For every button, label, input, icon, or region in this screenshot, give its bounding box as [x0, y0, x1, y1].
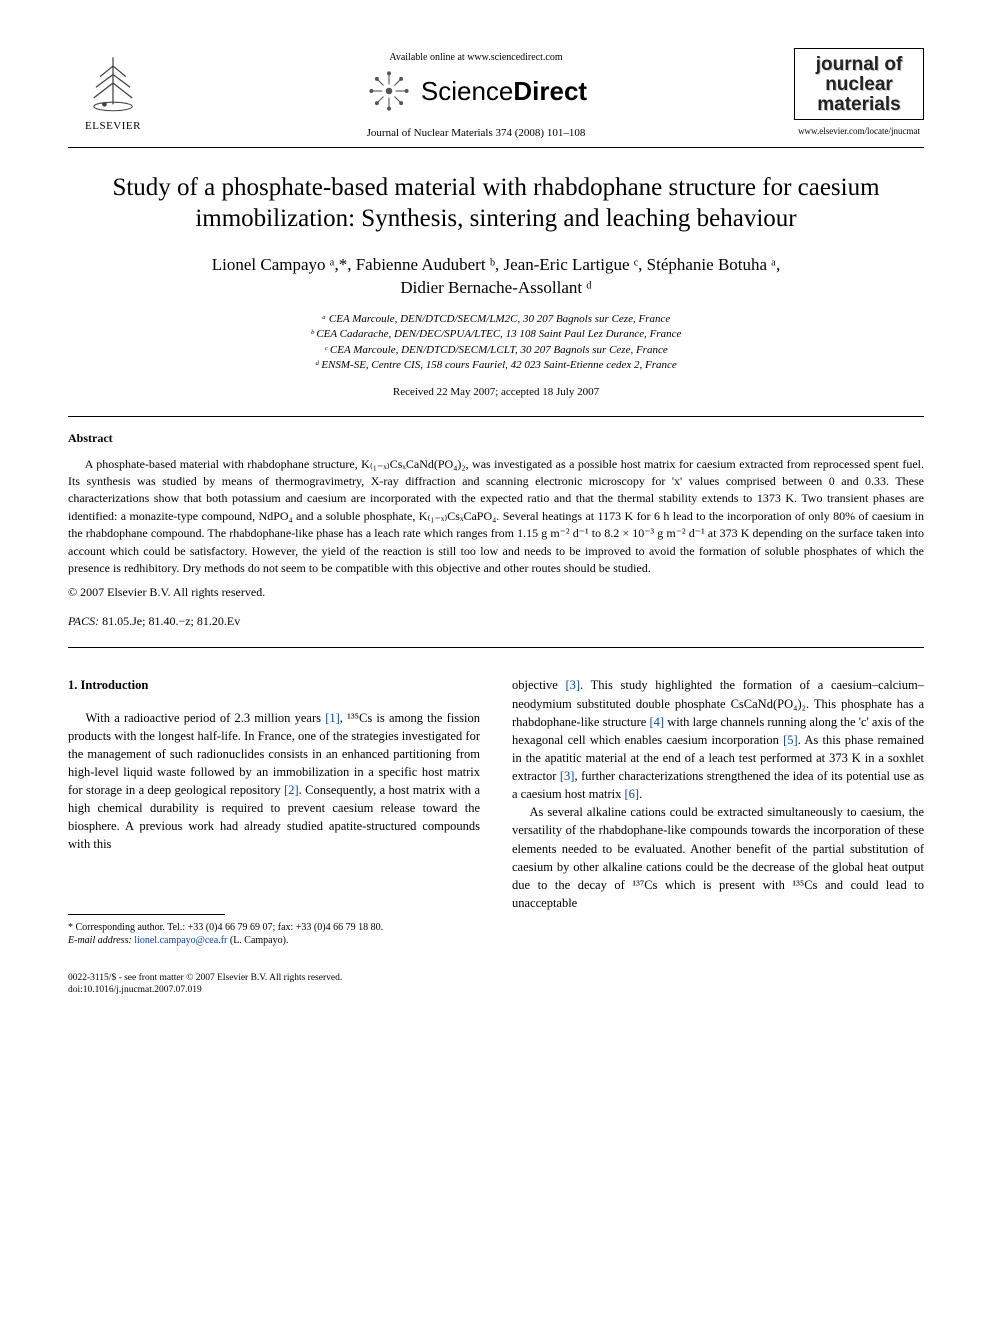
elsevier-label: ELSEVIER: [85, 120, 141, 132]
authors-line2: Didier Bernache-Assollant ᵈ: [68, 276, 924, 300]
sciencedirect-logo: ScienceDirect: [365, 67, 587, 115]
column-right: objective [3]. This study highlighted th…: [512, 676, 924, 947]
intro-para-1: With a radioactive period of 2.3 million…: [68, 709, 480, 854]
footnote-email-suffix: (L. Campayo).: [227, 935, 288, 946]
affiliations-block: ᵃ CEA Marcoule, DEN/DTCD/SECM/LM2C, 30 2…: [68, 312, 924, 374]
footnote-corr-text: * Corresponding author. Tel.: +33 (0)4 6…: [68, 921, 480, 935]
elsevier-tree-icon: [78, 48, 148, 118]
journal-logo-line1: journal of: [816, 55, 903, 75]
right-text-1a: objective: [512, 678, 565, 692]
body-columns: 1. Introduction With a radioactive perio…: [68, 676, 924, 947]
introduction-heading: 1. Introduction: [68, 676, 480, 694]
abstract-copyright: © 2007 Elsevier B.V. All rights reserved…: [68, 585, 924, 600]
right-para-1: objective [3]. This study highlighted th…: [512, 676, 924, 803]
journal-logo-line3: materials: [817, 95, 900, 115]
sd-prefix: Science: [421, 76, 514, 106]
ref-link-3[interactable]: [3]: [565, 678, 580, 692]
journal-locate-url: www.elsevier.com/locate/jnucmat: [794, 126, 924, 136]
footnote-email-link[interactable]: lionel.campayo@cea.fr: [134, 935, 227, 946]
affiliation-c: ᶜ CEA Marcoule, DEN/DTCD/SECM/LCLT, 30 2…: [68, 343, 924, 358]
ref-link-6[interactable]: [6]: [624, 787, 639, 801]
authors-line1: Lionel Campayo ᵃ,*, Fabienne Audubert ᵇ,…: [68, 253, 924, 277]
ref-link-1[interactable]: [1]: [325, 711, 340, 725]
ref-link-5[interactable]: [5]: [783, 733, 798, 747]
column-left: 1. Introduction With a radioactive perio…: [68, 676, 480, 947]
available-online-text: Available online at www.sciencedirect.co…: [389, 52, 562, 63]
ref-link-3b[interactable]: [3]: [560, 769, 575, 783]
header-center: Available online at www.sciencedirect.co…: [158, 48, 794, 139]
abstract-body: A phosphate-based material with rhabdoph…: [68, 456, 924, 578]
bottom-left: 0022-3115/$ - see front matter © 2007 El…: [68, 972, 342, 997]
header-rule: [68, 147, 924, 148]
intro-text-1a: With a radioactive period of 2.3 million…: [86, 711, 326, 725]
elsevier-logo-block: ELSEVIER: [68, 48, 158, 132]
pre-abstract-rule: [68, 416, 924, 417]
right-para-2: As several alkaline cations could be ext…: [512, 803, 924, 912]
article-dates: Received 22 May 2007; accepted 18 July 2…: [68, 386, 924, 398]
affiliation-a: ᵃ CEA Marcoule, DEN/DTCD/SECM/LM2C, 30 2…: [68, 312, 924, 327]
sciencedirect-flare-icon: [365, 67, 413, 115]
doi-line: doi:10.1016/j.jnucmat.2007.07.019: [68, 984, 342, 996]
journal-logo-line2: nuclear: [825, 75, 893, 95]
pacs-label: PACS:: [68, 614, 99, 628]
journal-logo-wrapper: journal of nuclear materials www.elsevie…: [794, 48, 924, 136]
ref-link-4[interactable]: [4]: [649, 715, 664, 729]
bottom-block: 0022-3115/$ - see front matter © 2007 El…: [68, 972, 924, 997]
abstract-heading: Abstract: [68, 431, 924, 446]
right-text-1f: .: [639, 787, 642, 801]
footnote-rule: [68, 914, 225, 915]
journal-header: ELSEVIER Available online at www.science…: [68, 48, 924, 139]
post-abstract-rule: [68, 647, 924, 648]
ref-link-2[interactable]: [2]: [284, 783, 299, 797]
footnote-email-line: E-mail address: lionel.campayo@cea.fr (L…: [68, 934, 480, 948]
sd-suffix: Direct: [513, 76, 587, 106]
pacs-line: PACS: 81.05.Je; 81.40.−z; 81.20.Ev: [68, 614, 924, 629]
paper-title: Study of a phosphate-based material with…: [68, 172, 924, 235]
footnote-email-label: E-mail address:: [68, 935, 134, 946]
authors-block: Lionel Campayo ᵃ,*, Fabienne Audubert ᵇ,…: [68, 253, 924, 301]
sciencedirect-wordmark: ScienceDirect: [421, 76, 587, 107]
affiliation-b: ᵇ CEA Cadarache, DEN/DEC/SPUA/LTEC, 13 1…: [68, 327, 924, 342]
journal-reference: Journal of Nuclear Materials 374 (2008) …: [367, 127, 586, 139]
front-matter-line: 0022-3115/$ - see front matter © 2007 El…: [68, 972, 342, 984]
pacs-codes: 81.05.Je; 81.40.−z; 81.20.Ev: [99, 614, 240, 628]
journal-logo-box: journal of nuclear materials: [794, 48, 924, 120]
affiliation-d: ᵈ ENSM-SE, Centre CIS, 158 cours Fauriel…: [68, 358, 924, 373]
corresponding-author-footnote: * Corresponding author. Tel.: +33 (0)4 6…: [68, 921, 480, 948]
right-text-1e: , further characterizations strengthened…: [512, 769, 924, 801]
